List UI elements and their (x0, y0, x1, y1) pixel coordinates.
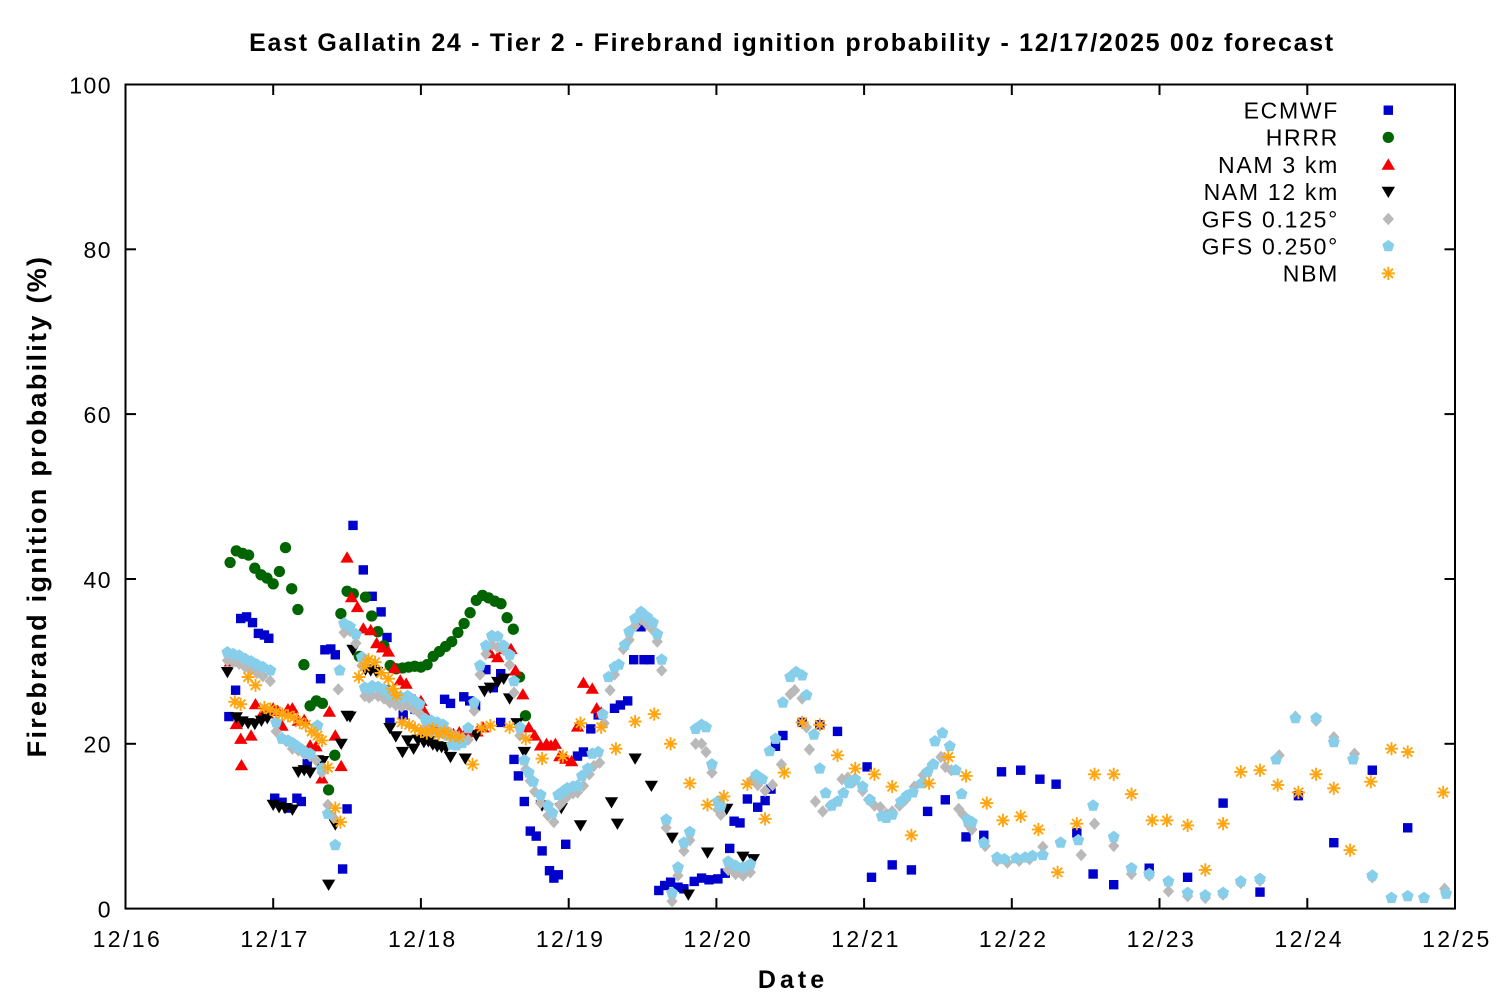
svg-text:GFS 0.125°: GFS 0.125° (1202, 206, 1339, 232)
svg-text:0: 0 (98, 897, 112, 923)
svg-text:12/21: 12/21 (831, 926, 901, 952)
svg-text:12/17: 12/17 (240, 926, 310, 952)
svg-text:20: 20 (84, 732, 112, 758)
svg-text:NAM 3 km: NAM 3 km (1218, 152, 1339, 178)
svg-text:100: 100 (69, 72, 112, 98)
svg-text:12/19: 12/19 (536, 926, 606, 952)
svg-text:ECMWF: ECMWF (1244, 98, 1339, 124)
svg-text:Firebrand ignition probability: Firebrand ignition probability (%) (22, 255, 52, 758)
svg-text:NAM 12 km: NAM 12 km (1204, 179, 1339, 205)
svg-text:60: 60 (84, 402, 112, 428)
svg-text:HRRR: HRRR (1266, 125, 1339, 151)
svg-text:NBM: NBM (1283, 261, 1339, 287)
svg-text:80: 80 (84, 237, 112, 263)
svg-text:12/23: 12/23 (1127, 926, 1197, 952)
svg-text:12/25: 12/25 (1422, 926, 1492, 952)
svg-text:East Gallatin 24 - Tier 2 - Fi: East Gallatin 24 - Tier 2 - Firebrand ig… (249, 29, 1335, 57)
svg-text:12/20: 12/20 (684, 926, 754, 952)
svg-text:12/16: 12/16 (93, 926, 163, 952)
svg-text:GFS 0.250°: GFS 0.250° (1202, 234, 1339, 260)
svg-text:40: 40 (84, 567, 112, 593)
svg-text:12/18: 12/18 (388, 926, 458, 952)
svg-text:12/24: 12/24 (1274, 926, 1344, 952)
svg-text:Date: Date (758, 966, 828, 994)
svg-text:12/22: 12/22 (979, 926, 1049, 952)
